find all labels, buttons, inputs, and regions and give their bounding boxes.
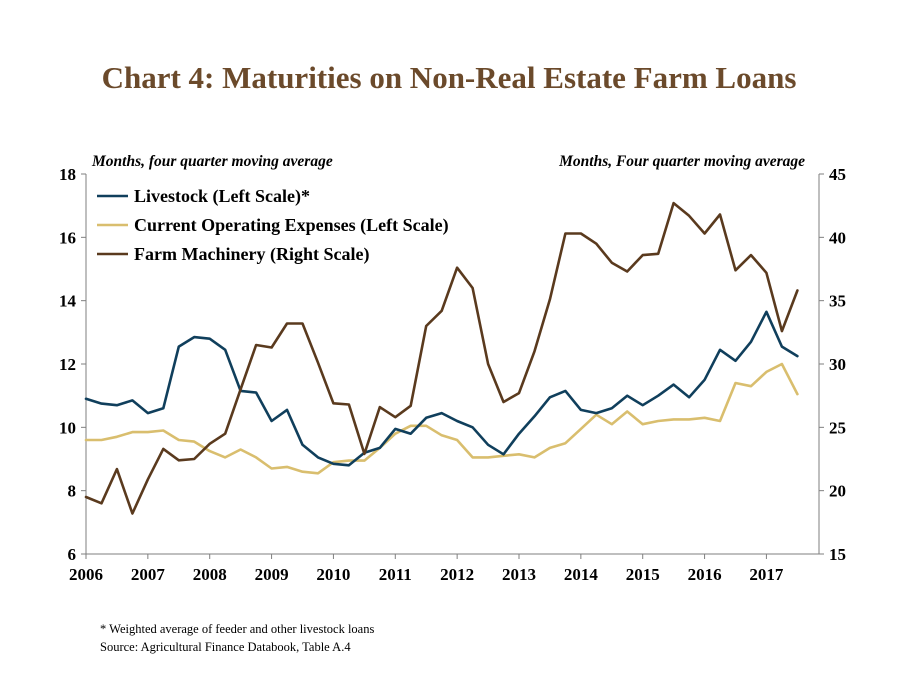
left-axis-unit-label: Months, four quarter moving average — [91, 153, 333, 170]
series-line-machinery — [84, 201, 799, 515]
axis-ticks: 6 8 10 12 14 16 18 15 20 25 30 35 40 45 2006 2007 2008 20… — [59, 165, 846, 584]
chart-title: Chart 4: Maturities on Non-Real Estate F… — [101, 60, 797, 95]
legend-label-operating: Current Operating Expenses (Left Scale) — [134, 215, 449, 236]
x-tick-label: 2012 — [440, 565, 474, 584]
x-tick-label: 2013 — [502, 565, 536, 584]
series-lines — [84, 201, 799, 515]
right-tick-label: 30 — [829, 355, 846, 374]
x-tick-label: 2014 — [564, 565, 599, 584]
footnote-source: Source: Agricultural Finance Databook, T… — [100, 640, 351, 654]
left-tick-label: 10 — [59, 418, 76, 437]
left-tick-label: 8 — [68, 482, 77, 501]
legend-label-livestock: Livestock (Left Scale)* — [134, 186, 310, 207]
left-tick-label: 12 — [59, 355, 76, 374]
right-tick-label: 45 — [829, 165, 846, 184]
right-tick-label: 40 — [829, 228, 846, 247]
series-line-operating — [84, 362, 799, 475]
footnote-weighted-average: * Weighted average of feeder and other l… — [100, 622, 375, 636]
left-tick-label: 14 — [59, 292, 77, 311]
x-tick-label: 2017 — [749, 565, 784, 584]
right-tick-label: 35 — [829, 292, 846, 311]
legend: Livestock (Left Scale)* Current Operating… — [97, 186, 449, 265]
right-tick-label: 20 — [829, 482, 846, 501]
x-tick-label: 2006 — [69, 565, 103, 584]
x-tick-label: 2009 — [255, 565, 289, 584]
x-tick-label: 2010 — [316, 565, 350, 584]
x-tick-label: 2015 — [626, 565, 660, 584]
legend-label-machinery: Farm Machinery (Right Scale) — [134, 244, 369, 265]
left-tick-label: 18 — [59, 165, 76, 184]
right-tick-label: 25 — [829, 418, 846, 437]
left-tick-label: 6 — [68, 545, 77, 564]
left-tick-label: 16 — [59, 228, 76, 247]
right-tick-label: 15 — [829, 545, 846, 564]
series-line-livestock — [84, 310, 799, 467]
x-tick-label: 2011 — [379, 565, 412, 584]
x-tick-label: 2007 — [131, 565, 166, 584]
right-axis-unit-label: Months, Four quarter moving average — [558, 153, 805, 170]
x-tick-label: 2008 — [193, 565, 227, 584]
x-tick-label: 2016 — [688, 565, 722, 584]
